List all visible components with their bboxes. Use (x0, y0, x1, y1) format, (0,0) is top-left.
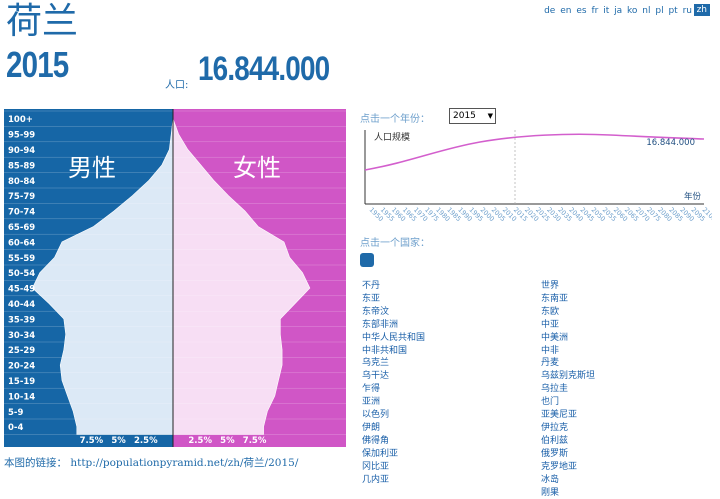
country-link[interactable]: 中非 (541, 345, 560, 356)
age-group-label: 95-99 (8, 131, 35, 141)
country-link[interactable]: 中亚 (541, 319, 560, 330)
lang-link-fr[interactable]: fr (591, 6, 599, 16)
country-title: 荷兰 (6, 1, 79, 42)
lang-link-ru[interactable]: ru (682, 6, 692, 16)
country-link[interactable]: 乌克兰 (362, 358, 390, 369)
age-group-label: 20-24 (8, 362, 35, 372)
country-link[interactable]: 伊拉克 (541, 422, 569, 433)
lang-link-nl[interactable]: nl (642, 6, 651, 16)
country-link[interactable]: 也门 (541, 397, 560, 408)
age-group-label: 65-69 (8, 223, 35, 233)
country-link[interactable]: 东帝汶 (362, 306, 390, 317)
country-link[interactable]: 俄罗斯 (541, 448, 569, 459)
axis-tick-label: 7.5% (243, 436, 267, 446)
country-link[interactable]: 乍得 (362, 384, 381, 395)
age-group-label: 90-94 (8, 146, 35, 156)
year-select[interactable]: 2015 ▼ (449, 108, 496, 124)
country-link[interactable]: 东亚 (362, 293, 381, 304)
lang-link-pl[interactable]: pl (655, 6, 664, 16)
country-prompt: 点击一个国家： (360, 238, 430, 249)
country-link[interactable]: 保加利亚 (362, 448, 399, 459)
age-group-label: 70-74 (8, 208, 35, 218)
age-group-label: 10-14 (8, 392, 35, 402)
world-square-icon[interactable] (360, 253, 374, 267)
age-group-label: 50-54 (8, 269, 35, 279)
country-link[interactable]: 佛得角 (362, 435, 390, 446)
female-distribution-area (172, 118, 311, 435)
year-prompt: 点击一个年份： (360, 114, 430, 125)
lang-link-ja[interactable]: ja (614, 6, 623, 16)
country-link[interactable]: 丹麦 (541, 358, 560, 369)
country-link[interactable]: 几内亚 (362, 474, 390, 485)
age-group-label: 60-64 (8, 238, 35, 248)
axis-tick-label: 7.5% (80, 436, 104, 446)
lang-link-en[interactable]: en (560, 6, 572, 16)
female-label: 女性 (233, 154, 281, 182)
age-group-label: 15-19 (8, 377, 35, 387)
country-list-column-2: 世界东南亚东欧中亚中美洲中非丹麦乌兹别克斯坦 乌拉圭也门亚美尼亚 伊拉克伯利兹俄罗斯… (541, 280, 595, 499)
country-link[interactable]: 冰岛 (541, 474, 560, 485)
lang-link-pt[interactable]: pt (668, 6, 678, 16)
population-pyramid: 100+ 95-99 90-94 85-89 80-84 75-79 70-74 65-69 6… (4, 109, 346, 447)
trend-x-axis-label: 年份 (684, 191, 702, 202)
age-group-label: 5-9 (8, 408, 23, 418)
population-value: 16.844.000 (198, 50, 330, 88)
country-link[interactable]: 东欧 (541, 306, 560, 317)
country-link[interactable]: 乌兹别克斯坦 (541, 371, 596, 382)
age-group-label: 55-59 (8, 254, 35, 264)
country-list-column-1: 不丹东亚东帝汶东部非洲中华人民共和国 中非共和国乌克兰乌干达乍得亚洲以色列 伊朗佛得… (362, 280, 425, 487)
lang-link-it[interactable]: it (603, 6, 610, 16)
trend-year-tick: 2100 (701, 206, 712, 223)
lang-active-zh[interactable]: zh (693, 4, 710, 16)
country-link[interactable]: 东南亚 (541, 293, 569, 304)
country-link[interactable]: 东部非洲 (362, 319, 399, 330)
country-link[interactable]: 克罗地亚 (541, 461, 578, 472)
country-link[interactable]: 刚果 (541, 487, 560, 498)
age-group-label: 85-89 (8, 161, 35, 171)
axis-tick-label: 2.5% (188, 436, 212, 446)
trend-title: 人口规模 (374, 132, 410, 143)
country-link[interactable]: 冈比亚 (362, 461, 390, 472)
age-group-label: 75-79 (8, 192, 35, 202)
lang-link-es[interactable]: es (576, 6, 587, 16)
population-label: 人口: (165, 80, 189, 91)
country-link[interactable]: 中非共和国 (362, 345, 408, 356)
country-link[interactable]: 伊朗 (362, 422, 381, 433)
age-group-label: 25-29 (8, 346, 35, 356)
permalink-url[interactable]: http://populationpyramid.net/zh/荷兰/2015/ (70, 457, 299, 469)
lang-link-ko[interactable]: ko (627, 6, 638, 16)
age-group-label: 45-49 (8, 285, 35, 295)
axis-tick-label: 2.5% (134, 436, 158, 446)
population-trend-line (364, 133, 705, 171)
age-group-label: 100+ (8, 115, 33, 125)
age-group-label: 40-44 (8, 300, 35, 310)
year-heading: 2015 (6, 44, 69, 85)
permalink: 本图的链接： http://populationpyramid.net/zh/荷… (4, 455, 298, 470)
country-link[interactable]: 中美洲 (541, 332, 569, 343)
dropdown-arrow-icon: ▼ (487, 112, 493, 120)
population-trend-chart[interactable]: 人口规模 16.844.000年份195019551960196519701975… (360, 127, 712, 229)
country-link[interactable]: 伯利兹 (541, 435, 569, 446)
country-link[interactable]: 世界 (541, 281, 560, 291)
axis-tick-label: 5% (220, 436, 235, 446)
country-link[interactable]: 亚洲 (362, 397, 381, 408)
language-switcher: de en es fr it ja ko nl pl pt ru (542, 6, 692, 16)
country-link[interactable]: 乌干达 (362, 371, 390, 382)
lang-link-de[interactable]: de (544, 6, 556, 16)
age-group-label: 0-4 (8, 423, 23, 433)
country-link[interactable]: 乌拉圭 (541, 384, 569, 395)
age-group-label: 30-34 (8, 331, 35, 341)
age-group-label: 80-84 (8, 177, 35, 187)
male-distribution-area (32, 118, 174, 435)
country-link[interactable]: 亚美尼亚 (541, 410, 578, 421)
country-link[interactable]: 不丹 (362, 281, 381, 291)
trend-current-value: 16.844.000 (646, 138, 695, 148)
age-group-label: 35-39 (8, 315, 35, 325)
male-label: 男性 (68, 154, 116, 182)
permalink-label: 本图的链接： (4, 457, 67, 469)
country-link[interactable]: 中华人民共和国 (362, 332, 426, 343)
year-select-value: 2015 (453, 111, 476, 121)
axis-tick-label: 5% (111, 436, 126, 446)
country-link[interactable]: 以色列 (362, 410, 390, 421)
